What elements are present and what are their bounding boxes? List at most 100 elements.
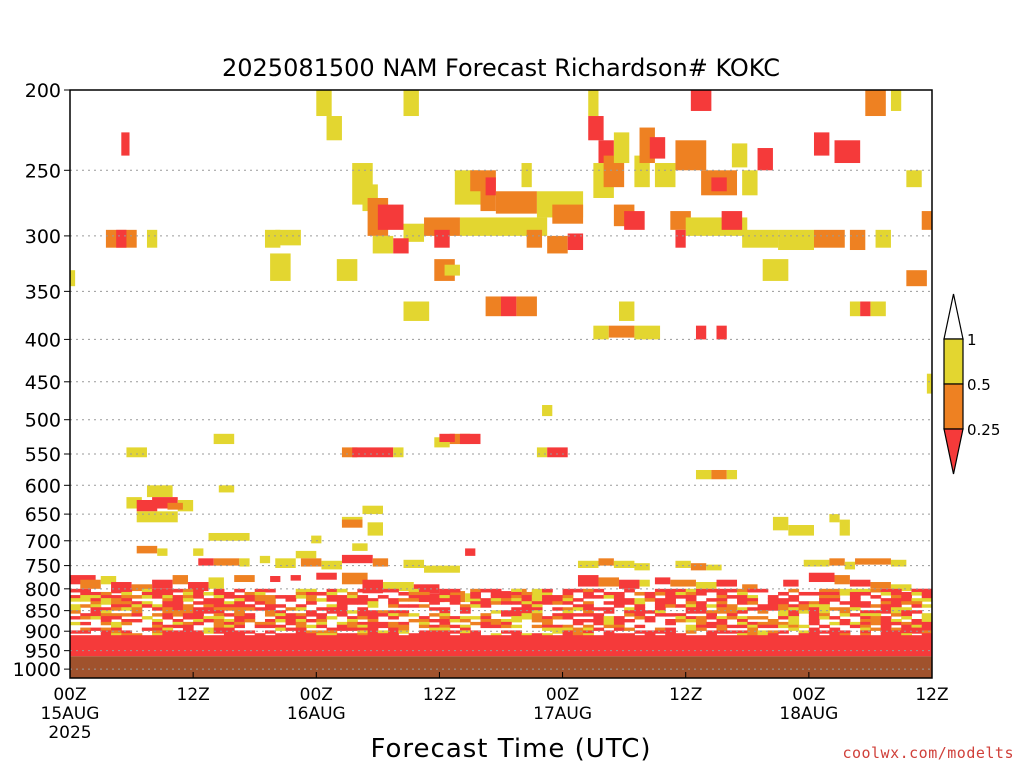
heatmap-cell	[706, 633, 717, 637]
heatmap-cell	[757, 148, 773, 171]
heatmap-cell	[388, 610, 399, 614]
heatmap-cell	[172, 588, 184, 593]
heatmap-cell	[675, 633, 687, 637]
heatmap-cell	[501, 624, 512, 629]
heatmap-cell	[80, 591, 92, 596]
heatmap-cell	[562, 598, 574, 602]
legend-label: 0.25	[967, 421, 1000, 439]
heatmap-cell	[526, 229, 543, 248]
heatmap-cell	[223, 591, 235, 596]
heatmap-cell	[716, 619, 728, 623]
heatmap-cell	[111, 598, 122, 602]
heatmap-cell	[295, 624, 307, 629]
heatmap-cell	[152, 621, 163, 626]
heatmap-cell	[644, 591, 656, 596]
heatmap-cell	[213, 619, 225, 623]
heatmap-cell	[162, 607, 174, 611]
heatmap-cell	[798, 604, 810, 608]
heatmap-cell	[152, 591, 163, 596]
heatmap-cell	[162, 601, 174, 605]
heatmap-cell	[152, 579, 173, 589]
heatmap-cell	[501, 610, 512, 614]
heatmap-cell	[901, 591, 912, 596]
heatmap-cell	[721, 211, 743, 230]
heatmap-cell	[613, 132, 630, 164]
x-tick-label: 00Z	[792, 685, 825, 705]
heatmap-cell	[619, 301, 635, 321]
heatmap-cell	[306, 588, 317, 593]
heatmap-cell	[316, 572, 337, 580]
heatmap-cell	[244, 619, 256, 623]
heatmap-cell	[403, 90, 419, 117]
heatmap-cell	[429, 598, 440, 602]
heatmap-cell	[644, 619, 656, 623]
heatmap-cell	[408, 613, 420, 617]
heatmap-cell	[521, 604, 533, 608]
heatmap-cell	[593, 613, 605, 617]
heatmap-cell	[716, 604, 728, 608]
heatmap-cell	[562, 607, 574, 611]
heatmap-cell	[203, 604, 215, 608]
y-tick-label: 200	[25, 80, 61, 102]
heatmap-cell	[367, 610, 379, 614]
heatmap-cell	[182, 591, 194, 596]
heatmap-cell	[121, 588, 133, 593]
heatmap-cell	[788, 610, 800, 614]
heatmap-cell	[808, 627, 820, 631]
heatmap-cell	[347, 598, 358, 602]
heatmap-cell	[608, 325, 635, 338]
heatmap-cell	[757, 610, 769, 614]
heatmap-cell	[131, 584, 153, 592]
heatmap-cell	[921, 604, 933, 608]
heatmap-cell	[860, 601, 871, 605]
heatmap-cell	[357, 595, 369, 599]
heatmap-cell	[624, 607, 635, 611]
heatmap-cell	[870, 610, 882, 614]
heatmap-cell	[172, 607, 184, 611]
heatmap-cell	[767, 601, 779, 605]
heatmap-cell	[126, 447, 147, 458]
heatmap-cell	[890, 601, 902, 605]
heatmap-cell	[788, 598, 800, 602]
y-tick-label: 600	[25, 475, 61, 497]
heatmap-cell	[193, 588, 204, 593]
y-tick-label: 750	[25, 556, 61, 578]
heatmap-cell	[778, 613, 789, 617]
heatmap-cell	[490, 588, 502, 593]
heatmap-cell	[880, 601, 892, 605]
heatmap-cell	[254, 633, 266, 637]
heatmap-cell	[367, 522, 383, 536]
heatmap-cell	[685, 588, 697, 593]
heatmap-cell	[326, 598, 338, 602]
heatmap-cell	[203, 616, 215, 620]
heatmap-cell	[839, 607, 851, 611]
heatmap-cell	[572, 613, 584, 617]
heatmap-cell	[439, 619, 451, 623]
heatmap-cell	[788, 607, 800, 611]
heatmap-cell	[890, 619, 902, 623]
heatmap-cell	[100, 633, 112, 637]
y-tick-label: 400	[25, 329, 61, 351]
heatmap-cell	[644, 598, 656, 602]
heatmap-cell	[336, 633, 348, 637]
heatmap-cell	[685, 624, 697, 629]
heatmap-cell	[275, 627, 286, 631]
heatmap-cell	[880, 619, 892, 623]
heatmap-cell	[654, 163, 676, 188]
heatmap-cell	[213, 630, 225, 634]
heatmap-cell	[788, 627, 800, 631]
heatmap-cell	[839, 613, 851, 617]
heatmap-cell	[737, 621, 748, 626]
heatmap-cell	[921, 613, 933, 617]
heatmap-cell	[870, 582, 891, 589]
heatmap-cell	[613, 604, 625, 608]
heatmap-cell	[470, 633, 481, 637]
heatmap-cell	[264, 598, 276, 602]
heatmap-cell	[295, 588, 307, 593]
heatmap-cell	[459, 630, 471, 634]
heatmap-cell	[234, 607, 245, 611]
heatmap-cell	[603, 630, 615, 634]
heatmap-cell	[182, 588, 194, 593]
heatmap-cell	[747, 616, 759, 620]
y-tick-label: 450	[25, 372, 61, 394]
